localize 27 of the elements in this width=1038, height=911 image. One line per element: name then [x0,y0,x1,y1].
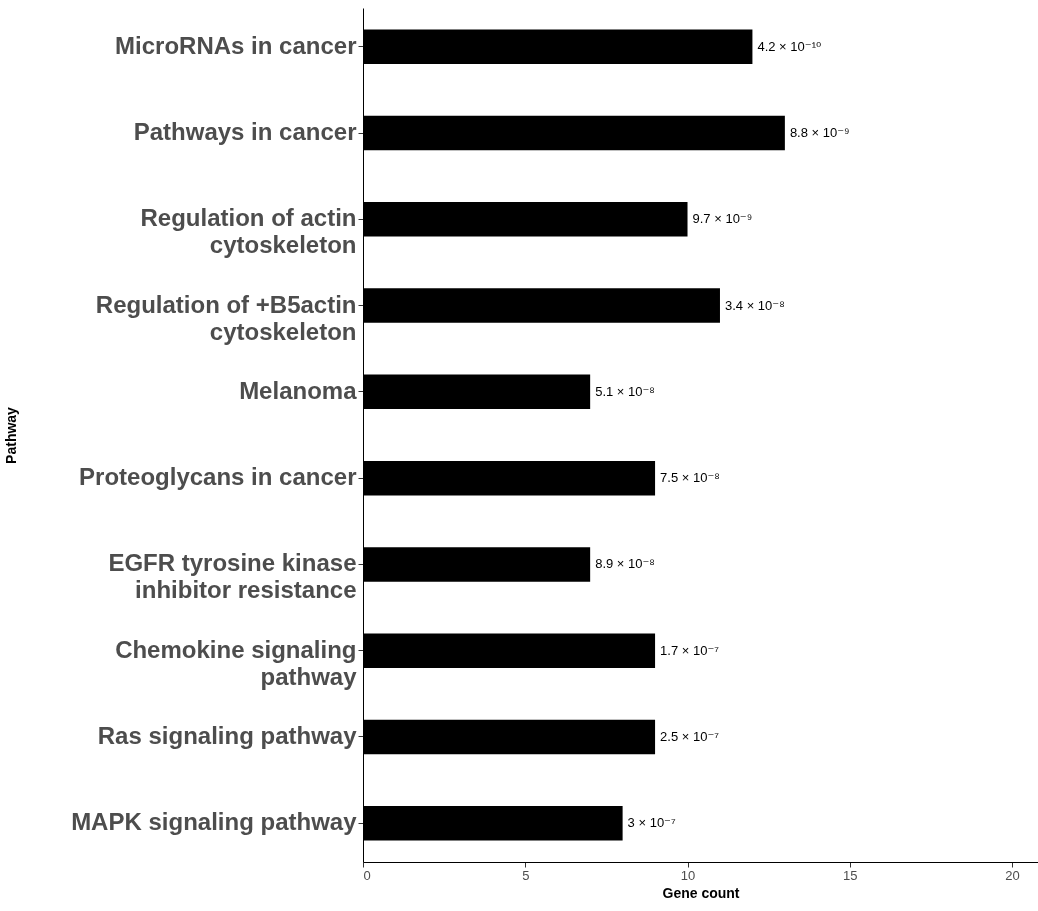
y-tick-label: MicroRNAs in cancer [115,31,357,59]
annotation: 9.7 × 10⁻⁹ [692,211,753,227]
y-tick-label: Ras signaling pathway [97,721,358,749]
annotation: 8.9 × 10⁻⁸ [595,556,655,572]
annotation: 4.2 × 10⁻¹⁰ [757,38,822,54]
annotation: 3 × 10⁻⁷ [627,815,676,831]
y-tick-label: Melanoma [239,376,358,404]
y-tick-label: Pathways in cancer [133,118,357,146]
x-axis-title: Gene count [662,884,740,901]
y-tick-label: Chemokine signaling pathway [115,635,358,690]
annotation: 8.8 × 10⁻⁹ [789,125,850,141]
x-tick-label: 0 [363,867,371,883]
y-tick-label: Regulation of actin cytoskeleton [140,204,357,259]
x-tick-label: 10 [680,867,696,883]
y-tick-label: EGFR tyrosine kinase inhibitor resistance [108,549,357,604]
y-tick-label: Regulation of +B5actin cytoskeleton [95,290,357,345]
annotation: 3.4 × 10⁻⁸ [724,297,785,313]
x-tick-label: 5 [522,867,530,883]
annotation: 2.5 × 10⁻⁷ [660,728,720,744]
y-tick-label: MAPK signaling pathway [71,808,358,836]
annotation: 1.7 × 10⁻⁷ [660,642,720,658]
y-tick-label: Proteoglycans in cancer [79,463,357,491]
y-axis-title: Pathway [2,406,19,464]
x-tick-label: 20 [1005,867,1020,883]
x-tick-label: 15 [843,867,858,883]
annotation: 7.5 × 10⁻⁸ [660,470,720,486]
annotation: 5.1 × 10⁻⁸ [595,383,655,399]
